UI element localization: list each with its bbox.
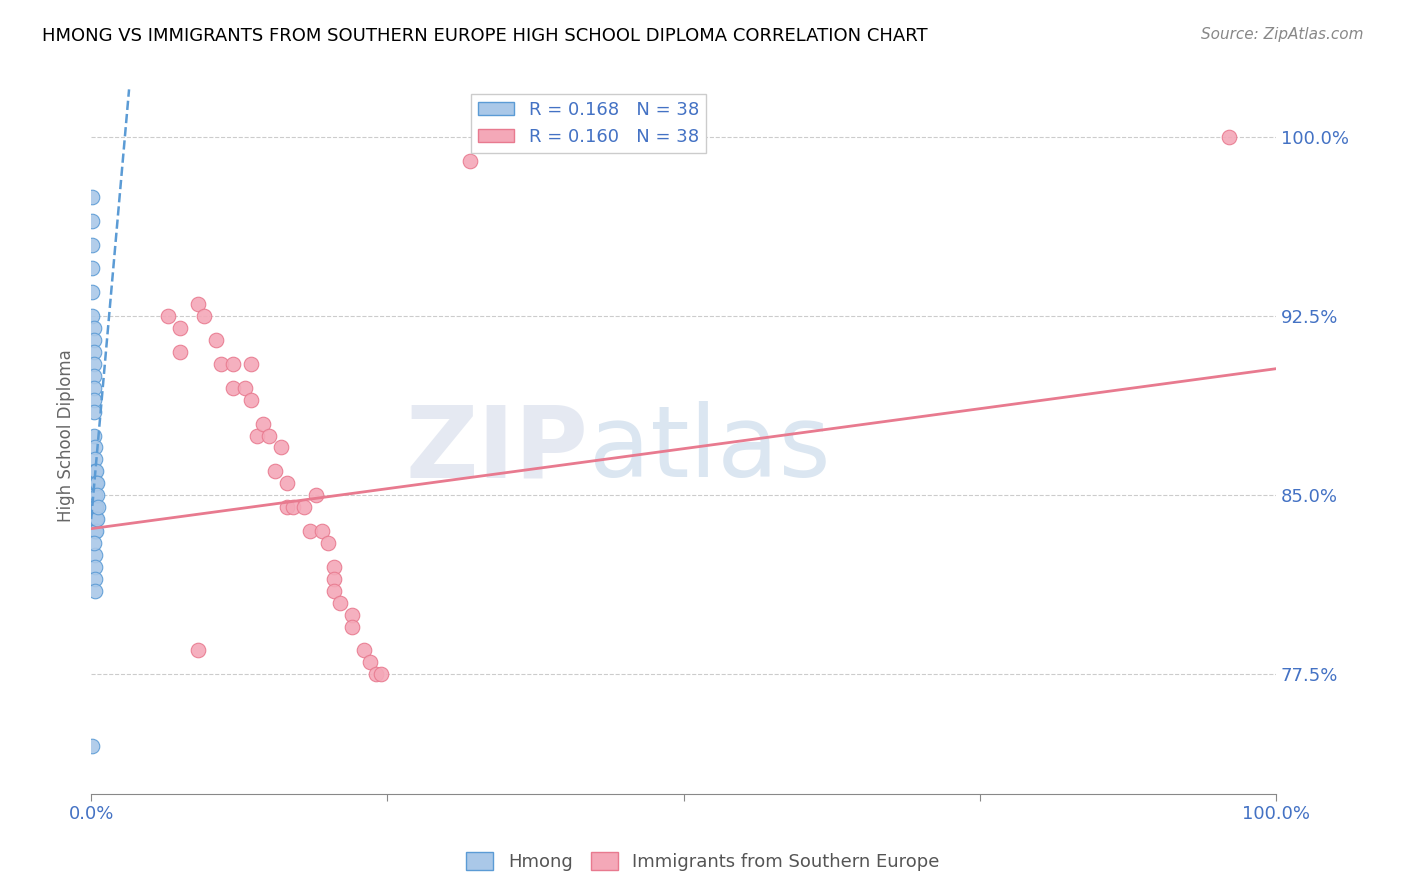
Point	[82, 213, 104, 227]
Point	[1218, 130, 1240, 145]
Point	[87, 500, 110, 515]
Point	[364, 667, 387, 681]
Point	[246, 428, 269, 442]
Point	[82, 285, 104, 300]
Point	[83, 536, 105, 550]
Point	[340, 607, 363, 622]
Point	[193, 309, 215, 323]
Point	[263, 464, 285, 478]
Point	[83, 476, 105, 491]
Point	[83, 488, 105, 502]
Text: Source: ZipAtlas.com: Source: ZipAtlas.com	[1201, 27, 1364, 42]
Point	[157, 309, 180, 323]
Point	[240, 357, 263, 371]
Point	[222, 381, 245, 395]
Point	[83, 345, 105, 359]
Point	[187, 297, 209, 311]
Text: HMONG VS IMMIGRANTS FROM SOUTHERN EUROPE HIGH SCHOOL DIPLOMA CORRELATION CHART: HMONG VS IMMIGRANTS FROM SOUTHERN EUROPE…	[42, 27, 928, 45]
Point	[305, 488, 328, 502]
Point	[204, 333, 226, 347]
Point	[82, 739, 104, 753]
Point	[359, 656, 381, 670]
Point	[83, 405, 105, 419]
Point	[84, 524, 107, 538]
Legend: Hmong, Immigrants from Southern Europe: Hmong, Immigrants from Southern Europe	[460, 845, 946, 879]
Point	[370, 667, 392, 681]
Point	[323, 572, 346, 586]
Point	[83, 381, 105, 395]
Point	[82, 237, 104, 252]
Point	[233, 381, 256, 395]
Point	[169, 321, 191, 335]
Text: atlas: atlas	[589, 401, 831, 499]
Point	[83, 357, 105, 371]
Point	[83, 441, 105, 455]
Point	[323, 583, 346, 598]
Point	[257, 428, 280, 442]
Point	[83, 392, 105, 407]
Point	[86, 512, 108, 526]
Point	[84, 500, 107, 515]
Point	[82, 261, 104, 276]
Point	[222, 357, 245, 371]
Point	[83, 560, 105, 574]
Point	[276, 476, 298, 491]
Text: ZIP: ZIP	[406, 401, 589, 499]
Point	[83, 548, 105, 562]
Point	[252, 417, 274, 431]
Y-axis label: High School Diploma: High School Diploma	[58, 349, 75, 522]
Point	[329, 596, 352, 610]
Point	[82, 309, 104, 323]
Point	[316, 536, 339, 550]
Point	[83, 512, 105, 526]
Point	[276, 500, 298, 515]
Point	[169, 345, 191, 359]
Point	[311, 524, 333, 538]
Point	[83, 368, 105, 383]
Point	[82, 190, 104, 204]
Point	[340, 619, 363, 633]
Point	[84, 512, 107, 526]
Point	[299, 524, 322, 538]
Point	[83, 428, 105, 442]
Point	[83, 464, 105, 478]
Point	[86, 488, 108, 502]
Point	[353, 643, 375, 657]
Point	[83, 333, 105, 347]
Point	[294, 500, 316, 515]
Point	[86, 476, 108, 491]
Point	[270, 441, 292, 455]
Legend: R = 0.168   N = 38, R = 0.160   N = 38: R = 0.168 N = 38, R = 0.160 N = 38	[471, 94, 706, 153]
Point	[84, 476, 107, 491]
Point	[187, 643, 209, 657]
Point	[240, 392, 263, 407]
Point	[83, 524, 105, 538]
Point	[83, 321, 105, 335]
Point	[83, 583, 105, 598]
Point	[458, 153, 481, 168]
Point	[84, 464, 107, 478]
Point	[281, 500, 304, 515]
Point	[83, 500, 105, 515]
Point	[83, 572, 105, 586]
Point	[83, 452, 105, 467]
Point	[323, 560, 346, 574]
Point	[211, 357, 233, 371]
